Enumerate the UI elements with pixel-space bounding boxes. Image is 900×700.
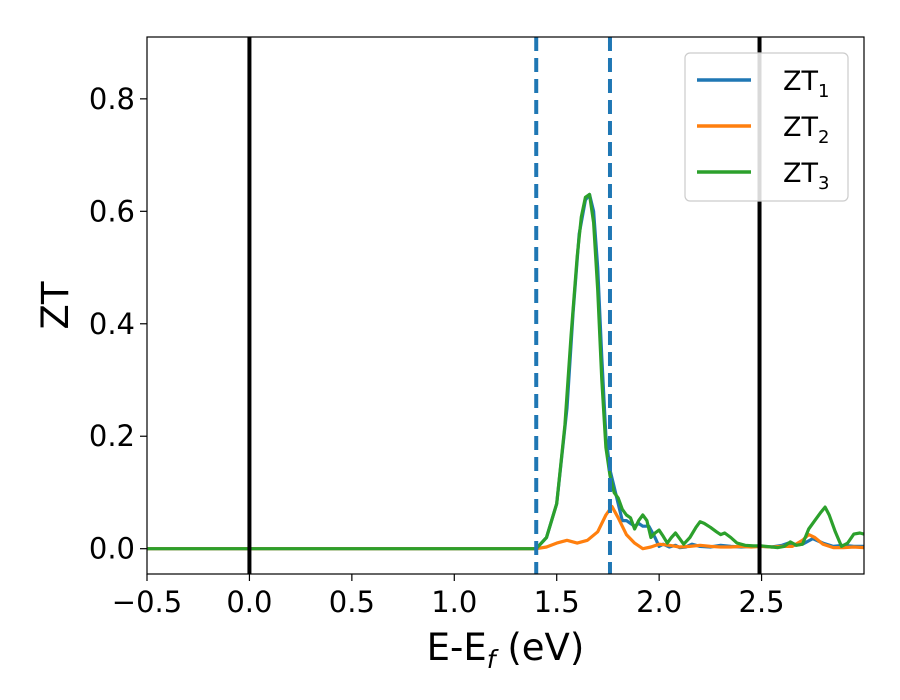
plot-content <box>147 37 864 574</box>
x-tick-label: 2.5 <box>739 585 785 619</box>
x-tick-label: 2.0 <box>636 585 682 619</box>
x-tick-label: 1.0 <box>431 585 477 619</box>
plot-area <box>147 37 864 574</box>
legend-label-zt3: ZT3 <box>783 158 829 194</box>
y-tick-label: 0.4 <box>89 307 135 341</box>
x-tick-label: 0.5 <box>329 585 375 619</box>
y-tick-label: 0.2 <box>89 419 135 453</box>
y-tick-label: 0.0 <box>89 532 135 566</box>
y-tick-label: 0.8 <box>89 82 135 116</box>
legend-box <box>684 52 849 202</box>
axes: −0.5 0.0 0.5 1.0 1.5 2.0 2.5 0.0 0.2 0.4 0.6 0.8 E-E… <box>34 36 865 674</box>
legend-label-zt1: ZT1 <box>783 66 829 102</box>
y-tick-label: 0.6 <box>89 194 135 228</box>
series-line-zt2 <box>147 504 864 551</box>
legend: ZT1 ZT2 ZT3 <box>684 52 849 202</box>
series-line-zt3 <box>147 192 864 551</box>
legend-label-zt2: ZT2 <box>783 112 829 148</box>
x-axis-label: E-Ef (eV) <box>427 626 585 674</box>
series-line-zt1 <box>147 192 864 551</box>
x-tick-label: 1.5 <box>534 585 580 619</box>
y-axis-label: ZT <box>34 281 77 329</box>
axes-frame <box>146 36 865 575</box>
x-tick-label: −0.5 <box>112 585 182 619</box>
x-tick-label: 0.0 <box>226 585 272 619</box>
